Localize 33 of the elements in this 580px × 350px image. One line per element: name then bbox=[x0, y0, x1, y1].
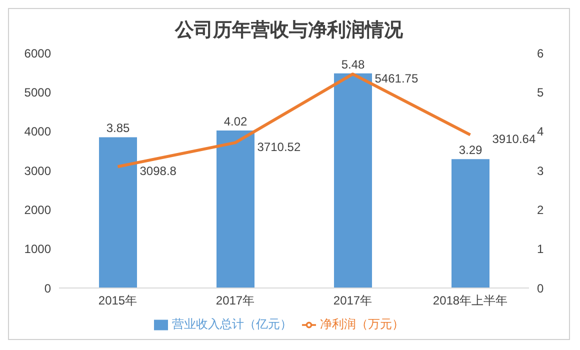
legend-label: 净利润（万元） bbox=[320, 317, 404, 331]
y2-tick-label: 2 bbox=[537, 202, 544, 217]
y-tick-label: 3000 bbox=[24, 164, 52, 178]
data-label: 5461.75 bbox=[374, 71, 418, 86]
y2-tick-label: 5 bbox=[537, 85, 544, 100]
x-tick-label: 2018年上半年 bbox=[432, 294, 508, 308]
y-tick-label: 6000 bbox=[24, 46, 52, 60]
y-tick-label: 2000 bbox=[24, 202, 52, 217]
y-tick-label: 5000 bbox=[24, 85, 52, 100]
y2-tick-label: 0 bbox=[537, 281, 544, 296]
x-tick-label: 2017年 bbox=[216, 294, 255, 308]
y2-tick-label: 3 bbox=[537, 164, 544, 178]
chart-title: 公司历年营收与净利润情况 bbox=[174, 18, 404, 43]
y-tick-label: 0 bbox=[44, 281, 52, 296]
bar bbox=[334, 73, 372, 288]
bar bbox=[99, 137, 137, 288]
data-label: 5.48 bbox=[341, 57, 365, 72]
legend-label: 营业收入总计（亿元） bbox=[172, 317, 292, 331]
y2-tick-label: 1 bbox=[537, 242, 544, 256]
y2-tick-label: 4 bbox=[537, 124, 544, 139]
data-label: 3710.52 bbox=[257, 140, 301, 154]
x-tick-label: 2015年 bbox=[98, 294, 138, 308]
data-label: 4.02 bbox=[224, 114, 248, 129]
data-label: 3.29 bbox=[458, 143, 482, 158]
y2-tick-label: 6 bbox=[537, 46, 544, 60]
data-label: 3098.8 bbox=[140, 164, 177, 178]
bar bbox=[216, 130, 254, 288]
y-tick-label: 4000 bbox=[24, 124, 52, 139]
data-label: 3.85 bbox=[106, 121, 130, 136]
x-tick-label: 2017年 bbox=[333, 294, 372, 308]
bar bbox=[452, 159, 490, 288]
data-label: 3910.64 bbox=[492, 132, 536, 146]
y-tick-label: 1000 bbox=[24, 242, 52, 256]
